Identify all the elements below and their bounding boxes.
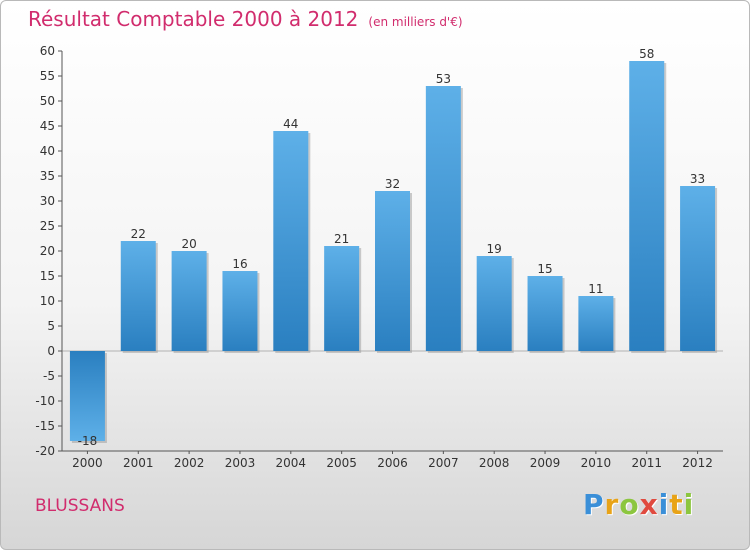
- logo-letter: o: [619, 488, 640, 521]
- x-tick-label: 2006: [377, 456, 408, 470]
- logo-letter: i: [683, 488, 695, 521]
- y-tick-label: 20: [40, 244, 55, 258]
- logo-letter: i: [658, 488, 670, 521]
- proxiti-logo: Proxiti: [583, 488, 694, 521]
- bar-2012: [680, 186, 716, 351]
- x-tick-label: 2007: [428, 456, 459, 470]
- chart-title: Résultat Comptable 2000 à 2012 (en millie…: [28, 7, 463, 31]
- bar-2004: [273, 131, 309, 351]
- y-tick-label: 45: [40, 119, 55, 133]
- chart-subtitle: (en milliers d'€): [368, 15, 463, 29]
- bar-2005: [324, 246, 360, 351]
- data-label: 21: [334, 232, 349, 246]
- logo-letter: r: [604, 488, 620, 521]
- data-label: -18: [78, 434, 98, 448]
- bar-2011: [629, 61, 665, 351]
- bar-2007: [425, 86, 461, 351]
- data-label: 53: [436, 72, 451, 86]
- x-tick-label: 2001: [123, 456, 154, 470]
- data-label: 15: [537, 262, 552, 276]
- data-label: 33: [690, 172, 705, 186]
- x-tick-label: 2010: [581, 456, 612, 470]
- x-tick-label: 2012: [682, 456, 713, 470]
- x-tick-label: 2000: [72, 456, 103, 470]
- logo-letter: t: [669, 488, 684, 521]
- bar-2002: [171, 251, 207, 351]
- data-label: 32: [385, 177, 400, 191]
- y-tick-label: 40: [40, 144, 55, 158]
- logo-letter: x: [639, 488, 659, 521]
- x-tick-label: 2011: [631, 456, 662, 470]
- data-label: 58: [639, 47, 654, 61]
- logo-letter: P: [583, 488, 605, 521]
- y-tick-label: -20: [35, 444, 55, 458]
- chart-title-text: Résultat Comptable 2000 à 2012: [28, 7, 359, 31]
- bar-2006: [375, 191, 410, 351]
- data-label: 20: [181, 237, 196, 251]
- y-tick-label: 5: [47, 319, 55, 333]
- data-label: 19: [487, 242, 502, 256]
- x-tick-label: 2004: [276, 456, 307, 470]
- data-label: 22: [131, 227, 146, 241]
- x-tick-label: 2005: [326, 456, 357, 470]
- x-tick-label: 2008: [479, 456, 510, 470]
- chart-value-labels: -18 22 20 16 44 21 32 53 19 15 11 58 33: [78, 47, 706, 448]
- x-tick-label: 2003: [225, 456, 256, 470]
- x-tick-label: 2002: [174, 456, 205, 470]
- bar-2008: [476, 256, 512, 351]
- x-tick-label: 2009: [530, 456, 561, 470]
- y-tick-label: -10: [35, 394, 55, 408]
- bar-2009: [527, 276, 563, 351]
- bar-2003: [222, 271, 258, 351]
- bar-2001: [120, 241, 156, 351]
- y-tick-label: -5: [43, 369, 55, 383]
- data-label: 11: [588, 282, 603, 296]
- bar-2000: [69, 351, 105, 441]
- y-tick-label: 10: [40, 294, 55, 308]
- bar-2010: [578, 296, 614, 351]
- chart-bars: [69, 61, 718, 443]
- y-tick-label: 30: [40, 194, 55, 208]
- data-label: 44: [283, 117, 298, 131]
- y-tick-label: 55: [40, 69, 55, 83]
- data-label: 16: [232, 257, 247, 271]
- y-tick-label: -15: [35, 419, 55, 433]
- commune-name: BLUSSANS: [35, 496, 125, 516]
- y-tick-label: 60: [40, 44, 55, 58]
- y-tick-label: 35: [40, 169, 55, 183]
- y-tick-label: 0: [47, 344, 55, 358]
- y-tick-label: 25: [40, 219, 55, 233]
- y-tick-label: 50: [40, 94, 55, 108]
- y-tick-label: 15: [40, 269, 55, 283]
